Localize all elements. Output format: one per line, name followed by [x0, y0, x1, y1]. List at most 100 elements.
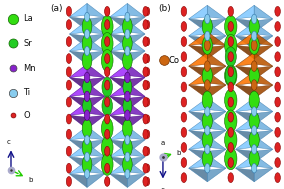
Polygon shape — [127, 34, 145, 48]
Polygon shape — [127, 96, 145, 110]
Circle shape — [85, 46, 89, 56]
Circle shape — [105, 163, 110, 173]
Circle shape — [105, 80, 110, 90]
Polygon shape — [69, 77, 87, 91]
Circle shape — [204, 61, 210, 71]
Circle shape — [143, 80, 148, 90]
Circle shape — [228, 52, 233, 62]
Polygon shape — [207, 45, 226, 59]
Circle shape — [204, 40, 210, 51]
Circle shape — [105, 37, 110, 46]
Circle shape — [145, 147, 150, 155]
Text: (b): (b) — [159, 4, 172, 13]
Circle shape — [105, 67, 110, 77]
Polygon shape — [207, 53, 226, 66]
Circle shape — [275, 6, 280, 16]
Polygon shape — [69, 157, 87, 170]
Polygon shape — [69, 3, 87, 17]
Circle shape — [225, 47, 236, 67]
Circle shape — [225, 110, 237, 132]
Polygon shape — [87, 20, 105, 34]
Polygon shape — [254, 149, 273, 163]
Polygon shape — [235, 85, 254, 99]
Circle shape — [252, 107, 257, 116]
Circle shape — [225, 65, 237, 87]
Polygon shape — [207, 36, 226, 50]
Circle shape — [275, 158, 280, 167]
Circle shape — [228, 112, 233, 122]
Circle shape — [122, 34, 132, 53]
Polygon shape — [189, 112, 207, 125]
Polygon shape — [189, 53, 207, 66]
Circle shape — [252, 145, 257, 154]
Circle shape — [205, 145, 210, 154]
Circle shape — [66, 146, 72, 156]
Circle shape — [145, 20, 150, 29]
Circle shape — [122, 51, 132, 70]
Circle shape — [275, 37, 280, 46]
Polygon shape — [207, 19, 226, 33]
Polygon shape — [127, 140, 145, 153]
Circle shape — [145, 37, 150, 46]
Circle shape — [205, 14, 210, 24]
Polygon shape — [189, 5, 207, 19]
Polygon shape — [110, 140, 127, 153]
Circle shape — [225, 89, 237, 111]
Text: a: a — [160, 139, 165, 146]
Polygon shape — [87, 140, 105, 153]
Circle shape — [145, 7, 150, 15]
Polygon shape — [189, 66, 207, 80]
Polygon shape — [207, 98, 226, 112]
Circle shape — [82, 138, 92, 156]
Polygon shape — [235, 32, 254, 45]
Circle shape — [125, 152, 130, 162]
Circle shape — [252, 14, 257, 24]
Circle shape — [228, 82, 233, 92]
Polygon shape — [235, 117, 254, 130]
Circle shape — [105, 177, 109, 186]
Circle shape — [181, 158, 187, 167]
Circle shape — [143, 146, 148, 156]
Circle shape — [105, 6, 110, 16]
Polygon shape — [127, 115, 145, 129]
Polygon shape — [254, 98, 273, 112]
Polygon shape — [127, 20, 145, 34]
Polygon shape — [87, 3, 105, 17]
Circle shape — [249, 36, 259, 54]
Polygon shape — [235, 45, 254, 59]
Circle shape — [252, 126, 257, 135]
Circle shape — [145, 68, 150, 76]
Circle shape — [82, 51, 92, 70]
Circle shape — [105, 20, 110, 29]
Polygon shape — [189, 155, 207, 168]
Circle shape — [105, 115, 109, 123]
Text: (a): (a) — [50, 4, 62, 13]
Polygon shape — [127, 37, 145, 51]
Circle shape — [143, 177, 148, 186]
Circle shape — [84, 110, 90, 121]
Circle shape — [181, 173, 187, 183]
Circle shape — [122, 138, 132, 156]
Polygon shape — [254, 36, 273, 50]
Polygon shape — [235, 155, 254, 168]
Polygon shape — [235, 53, 254, 66]
Polygon shape — [87, 34, 105, 48]
Circle shape — [228, 158, 233, 167]
Polygon shape — [127, 160, 145, 174]
Circle shape — [66, 177, 72, 186]
Circle shape — [82, 34, 92, 53]
Polygon shape — [127, 3, 145, 17]
Circle shape — [228, 37, 233, 46]
Polygon shape — [127, 143, 145, 157]
Polygon shape — [254, 19, 273, 33]
Text: Sr: Sr — [23, 39, 32, 48]
Circle shape — [105, 81, 109, 89]
Polygon shape — [110, 77, 127, 91]
Circle shape — [252, 163, 257, 173]
Circle shape — [249, 112, 259, 130]
Circle shape — [251, 80, 257, 90]
Circle shape — [228, 173, 233, 183]
Circle shape — [105, 20, 109, 29]
Polygon shape — [69, 51, 87, 65]
Circle shape — [252, 31, 257, 41]
